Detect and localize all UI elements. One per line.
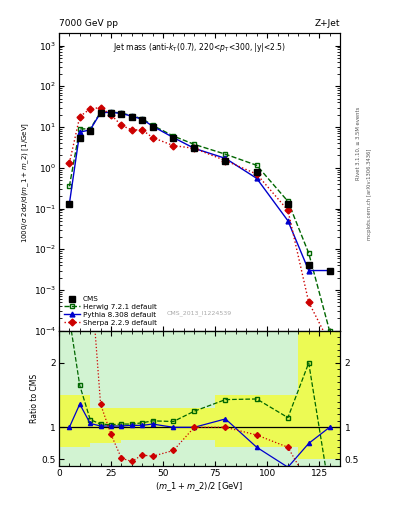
Sherpa 2.2.9 default: [129, 127, 134, 133]
CMS: [327, 267, 332, 273]
Sherpa 2.2.9 default: [307, 299, 311, 305]
Y-axis label: Ratio to CMS: Ratio to CMS: [30, 374, 39, 423]
Pythia 8.308 default: [67, 201, 72, 207]
Sherpa 2.2.9 default: [67, 160, 72, 166]
Pythia 8.308 default: [98, 110, 103, 116]
Text: Z+Jet: Z+Jet: [314, 19, 340, 28]
CMS: [67, 201, 72, 207]
Text: Jet mass (anti-$k_\mathrm{T}$(0.7), 220<$p_\mathrm{T}$<300, |y|<2.5): Jet mass (anti-$k_\mathrm{T}$(0.7), 220<…: [113, 41, 286, 54]
Herwig 7.2.1 default: [286, 198, 290, 204]
Herwig 7.2.1 default: [67, 183, 72, 189]
CMS: [88, 128, 92, 134]
CMS: [140, 117, 145, 123]
Sherpa 2.2.9 default: [327, 340, 332, 346]
Herwig 7.2.1 default: [327, 328, 332, 334]
Herwig 7.2.1 default: [307, 250, 311, 257]
Text: Rivet 3.1.10, ≥ 3.5M events: Rivet 3.1.10, ≥ 3.5M events: [356, 106, 361, 180]
CMS: [98, 110, 103, 116]
Pythia 8.308 default: [192, 145, 196, 152]
Pythia 8.308 default: [223, 155, 228, 161]
Herwig 7.2.1 default: [77, 126, 82, 132]
Pythia 8.308 default: [108, 109, 113, 115]
Herwig 7.2.1 default: [150, 122, 155, 129]
Sherpa 2.2.9 default: [140, 127, 145, 133]
Pythia 8.308 default: [286, 218, 290, 224]
Herwig 7.2.1 default: [108, 109, 113, 115]
Herwig 7.2.1 default: [140, 116, 145, 122]
CMS: [223, 158, 228, 164]
CMS: [119, 111, 124, 117]
CMS: [254, 168, 259, 175]
Text: CMS_2013_I1224539: CMS_2013_I1224539: [167, 310, 232, 316]
Herwig 7.2.1 default: [119, 110, 124, 116]
Pythia 8.308 default: [327, 267, 332, 273]
Pythia 8.308 default: [140, 116, 145, 122]
Herwig 7.2.1 default: [192, 141, 196, 147]
Line: Herwig 7.2.1 default: Herwig 7.2.1 default: [67, 110, 332, 333]
Line: Sherpa 2.2.9 default: Sherpa 2.2.9 default: [67, 105, 332, 346]
Sherpa 2.2.9 default: [77, 114, 82, 120]
Herwig 7.2.1 default: [129, 113, 134, 119]
Pythia 8.308 default: [119, 111, 124, 117]
Sherpa 2.2.9 default: [254, 171, 259, 177]
Pythia 8.308 default: [254, 175, 259, 181]
Herwig 7.2.1 default: [88, 126, 92, 132]
Pythia 8.308 default: [307, 267, 311, 273]
Herwig 7.2.1 default: [171, 133, 176, 139]
Line: Pythia 8.308 default: Pythia 8.308 default: [67, 110, 332, 273]
Pythia 8.308 default: [88, 127, 92, 133]
Sherpa 2.2.9 default: [150, 135, 155, 141]
CMS: [150, 124, 155, 130]
CMS: [192, 145, 196, 152]
Sherpa 2.2.9 default: [171, 142, 176, 148]
CMS: [286, 201, 290, 207]
Sherpa 2.2.9 default: [223, 158, 228, 164]
X-axis label: $(m\_1 + m\_2) / 2\ [\mathrm{GeV}]$: $(m\_1 + m\_2) / 2\ [\mathrm{GeV}]$: [156, 480, 243, 493]
Text: 7000 GeV pp: 7000 GeV pp: [59, 19, 118, 28]
Pythia 8.308 default: [171, 135, 176, 141]
Bar: [59, 331, 340, 466]
Pythia 8.308 default: [150, 123, 155, 129]
Herwig 7.2.1 default: [223, 151, 228, 157]
Pythia 8.308 default: [129, 113, 134, 119]
CMS: [129, 114, 134, 120]
Sherpa 2.2.9 default: [88, 106, 92, 112]
Sherpa 2.2.9 default: [119, 122, 124, 129]
Y-axis label: $1000/\sigma\ 2\mathrm{d}\sigma/\mathrm{d}(m\_1 + m\_2)\ [1/\mathrm{GeV}]$: $1000/\sigma\ 2\mathrm{d}\sigma/\mathrm{…: [20, 121, 31, 243]
Herwig 7.2.1 default: [254, 162, 259, 168]
Sherpa 2.2.9 default: [286, 207, 290, 214]
CMS: [108, 110, 113, 116]
Herwig 7.2.1 default: [98, 109, 103, 115]
Pythia 8.308 default: [77, 129, 82, 135]
Text: mcplots.cern.ch [arXiv:1306.3436]: mcplots.cern.ch [arXiv:1306.3436]: [367, 149, 373, 240]
Legend: CMS, Herwig 7.2.1 default, Pythia 8.308 default, Sherpa 2.2.9 default: CMS, Herwig 7.2.1 default, Pythia 8.308 …: [61, 293, 160, 329]
Sherpa 2.2.9 default: [98, 104, 103, 111]
Line: CMS: CMS: [66, 110, 332, 273]
CMS: [307, 262, 311, 268]
Sherpa 2.2.9 default: [192, 145, 196, 152]
CMS: [171, 135, 176, 141]
Sherpa 2.2.9 default: [108, 112, 113, 118]
CMS: [77, 135, 82, 141]
